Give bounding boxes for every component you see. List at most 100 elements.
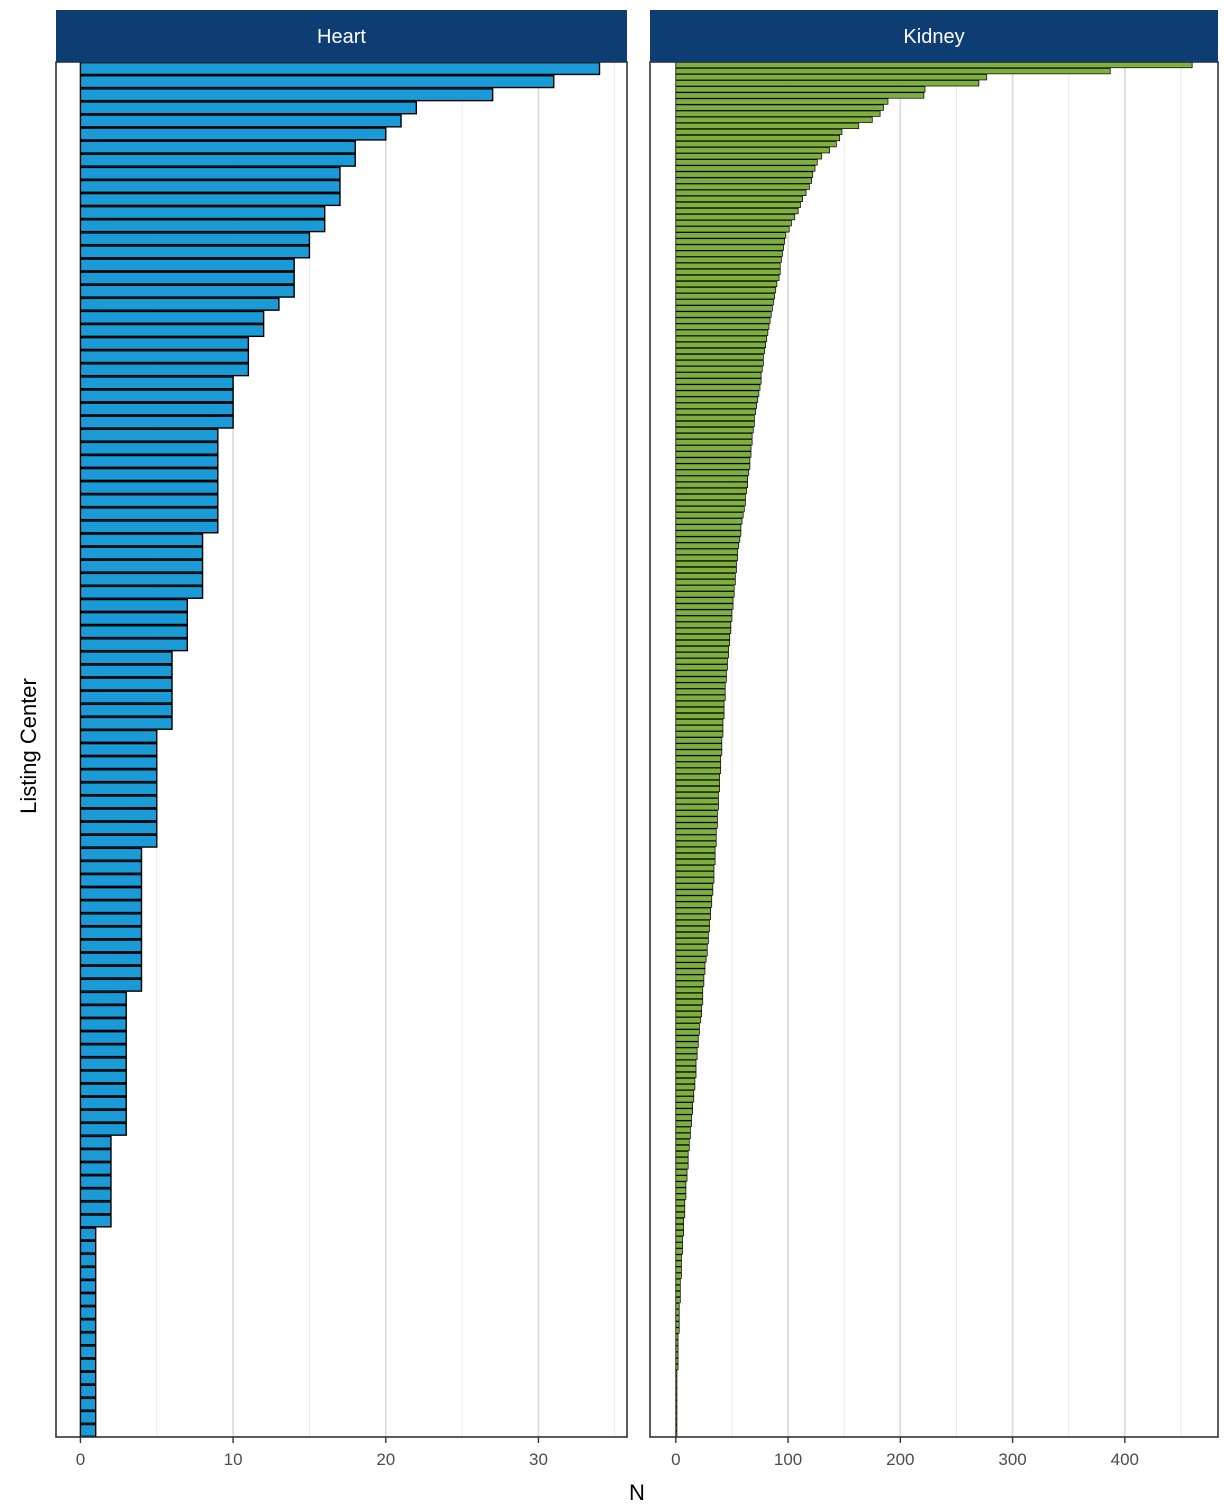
kidney-bar	[675, 1163, 689, 1170]
heart-bar	[79, 625, 188, 639]
kidney-bar	[675, 402, 757, 409]
kidney-bar	[675, 1157, 689, 1164]
heart-bar	[79, 677, 173, 691]
heart-bar	[79, 1227, 97, 1241]
heart-bar	[79, 402, 234, 416]
heart-bar	[79, 454, 219, 468]
kidney-bar	[675, 895, 713, 902]
heart-bar	[79, 690, 173, 704]
kidney-bar	[675, 706, 725, 714]
kidney-bar	[675, 1059, 697, 1066]
kidney-bar	[675, 804, 719, 811]
heart-bar	[79, 75, 555, 89]
kidney-bar	[675, 998, 704, 1006]
kidney-bar	[675, 1041, 699, 1048]
kidney-bar	[675, 469, 750, 476]
kidney-bar	[675, 293, 775, 300]
heart-bar	[79, 415, 234, 429]
kidney-bar	[675, 737, 723, 744]
kidney-bar	[675, 639, 731, 647]
kidney-bar	[675, 408, 756, 415]
kidney-x-tick-label: 400	[1111, 1450, 1139, 1469]
kidney-bar	[675, 773, 720, 780]
kidney-bar	[675, 1351, 679, 1358]
kidney-bar	[675, 68, 1111, 75]
kidney-bar	[675, 1169, 688, 1176]
heart-bar	[79, 1004, 127, 1018]
kidney-bar	[675, 944, 708, 951]
kidney-bar	[675, 518, 743, 525]
heart-bar	[79, 1017, 127, 1032]
kidney-bar	[675, 153, 823, 160]
kidney-bar	[675, 1230, 685, 1237]
kidney-bar	[675, 925, 710, 933]
kidney-bar	[675, 1272, 682, 1279]
kidney-bar	[675, 1248, 683, 1255]
kidney-bar	[675, 1151, 689, 1158]
kidney-bar	[675, 1236, 683, 1243]
heart-bar	[79, 729, 158, 743]
kidney-bar	[675, 1211, 686, 1219]
heart-bar	[79, 913, 143, 927]
kidney-bar	[675, 274, 780, 282]
kidney-bar	[675, 1187, 687, 1194]
heart-x-tick-label: 10	[224, 1450, 243, 1469]
heart-bar	[79, 1306, 97, 1320]
kidney-bar	[675, 1114, 692, 1121]
kidney-bar	[675, 1144, 690, 1152]
heart-bar	[79, 651, 173, 665]
kidney-bar	[675, 1242, 683, 1249]
heart-bar	[79, 638, 188, 652]
heart-bar	[79, 664, 173, 678]
kidney-bar	[675, 1363, 679, 1371]
heart-bar	[79, 559, 204, 573]
kidney-bar	[675, 372, 762, 379]
kidney-bar	[675, 341, 766, 348]
kidney-bar	[675, 858, 716, 866]
kidney-bar	[675, 122, 860, 129]
heart-bar	[79, 965, 143, 979]
heart-bar	[79, 219, 326, 233]
kidney-bar	[675, 980, 705, 987]
kidney-bar	[675, 433, 753, 440]
kidney-bar	[675, 554, 738, 561]
kidney-bar	[675, 950, 708, 957]
kidney-bar	[675, 1394, 678, 1401]
heart-bar	[79, 61, 601, 76]
heart-bar	[79, 1279, 97, 1293]
heart-bar	[79, 153, 356, 167]
kidney-bar	[675, 700, 725, 707]
kidney-bar	[675, 287, 777, 294]
kidney-bar	[675, 207, 799, 215]
kidney-bar	[675, 785, 720, 793]
kidney-bar	[675, 779, 720, 787]
heart-bar	[79, 860, 143, 874]
heart-bar	[79, 782, 158, 796]
heart-bar	[79, 1201, 112, 1215]
kidney-x-tick-label: 300	[998, 1450, 1026, 1469]
kidney-bar	[675, 670, 727, 677]
kidney-bar	[675, 767, 722, 774]
heart-bar	[79, 350, 250, 364]
kidney-bar	[675, 852, 716, 860]
kidney-bar	[675, 986, 704, 993]
kidney-bar	[675, 61, 1193, 69]
heart-bar	[79, 1044, 127, 1058]
kidney-bar	[675, 500, 746, 507]
kidney-bar	[675, 493, 746, 501]
heart-strip	[56, 10, 627, 62]
kidney-bar	[675, 268, 781, 275]
kidney-bar	[675, 451, 752, 458]
kidney-bar	[675, 1102, 694, 1109]
kidney-bar	[675, 1126, 691, 1133]
heart-bar	[79, 533, 204, 547]
heart-bar	[79, 834, 158, 848]
heart-bar	[79, 363, 250, 377]
kidney-bar	[675, 676, 727, 683]
kidney-bar	[675, 1339, 679, 1346]
heart-bar	[79, 428, 219, 442]
heart-bar	[79, 1070, 127, 1084]
kidney-bar	[675, 1029, 700, 1036]
heart-bar	[79, 1384, 97, 1398]
kidney-bar	[675, 682, 726, 689]
